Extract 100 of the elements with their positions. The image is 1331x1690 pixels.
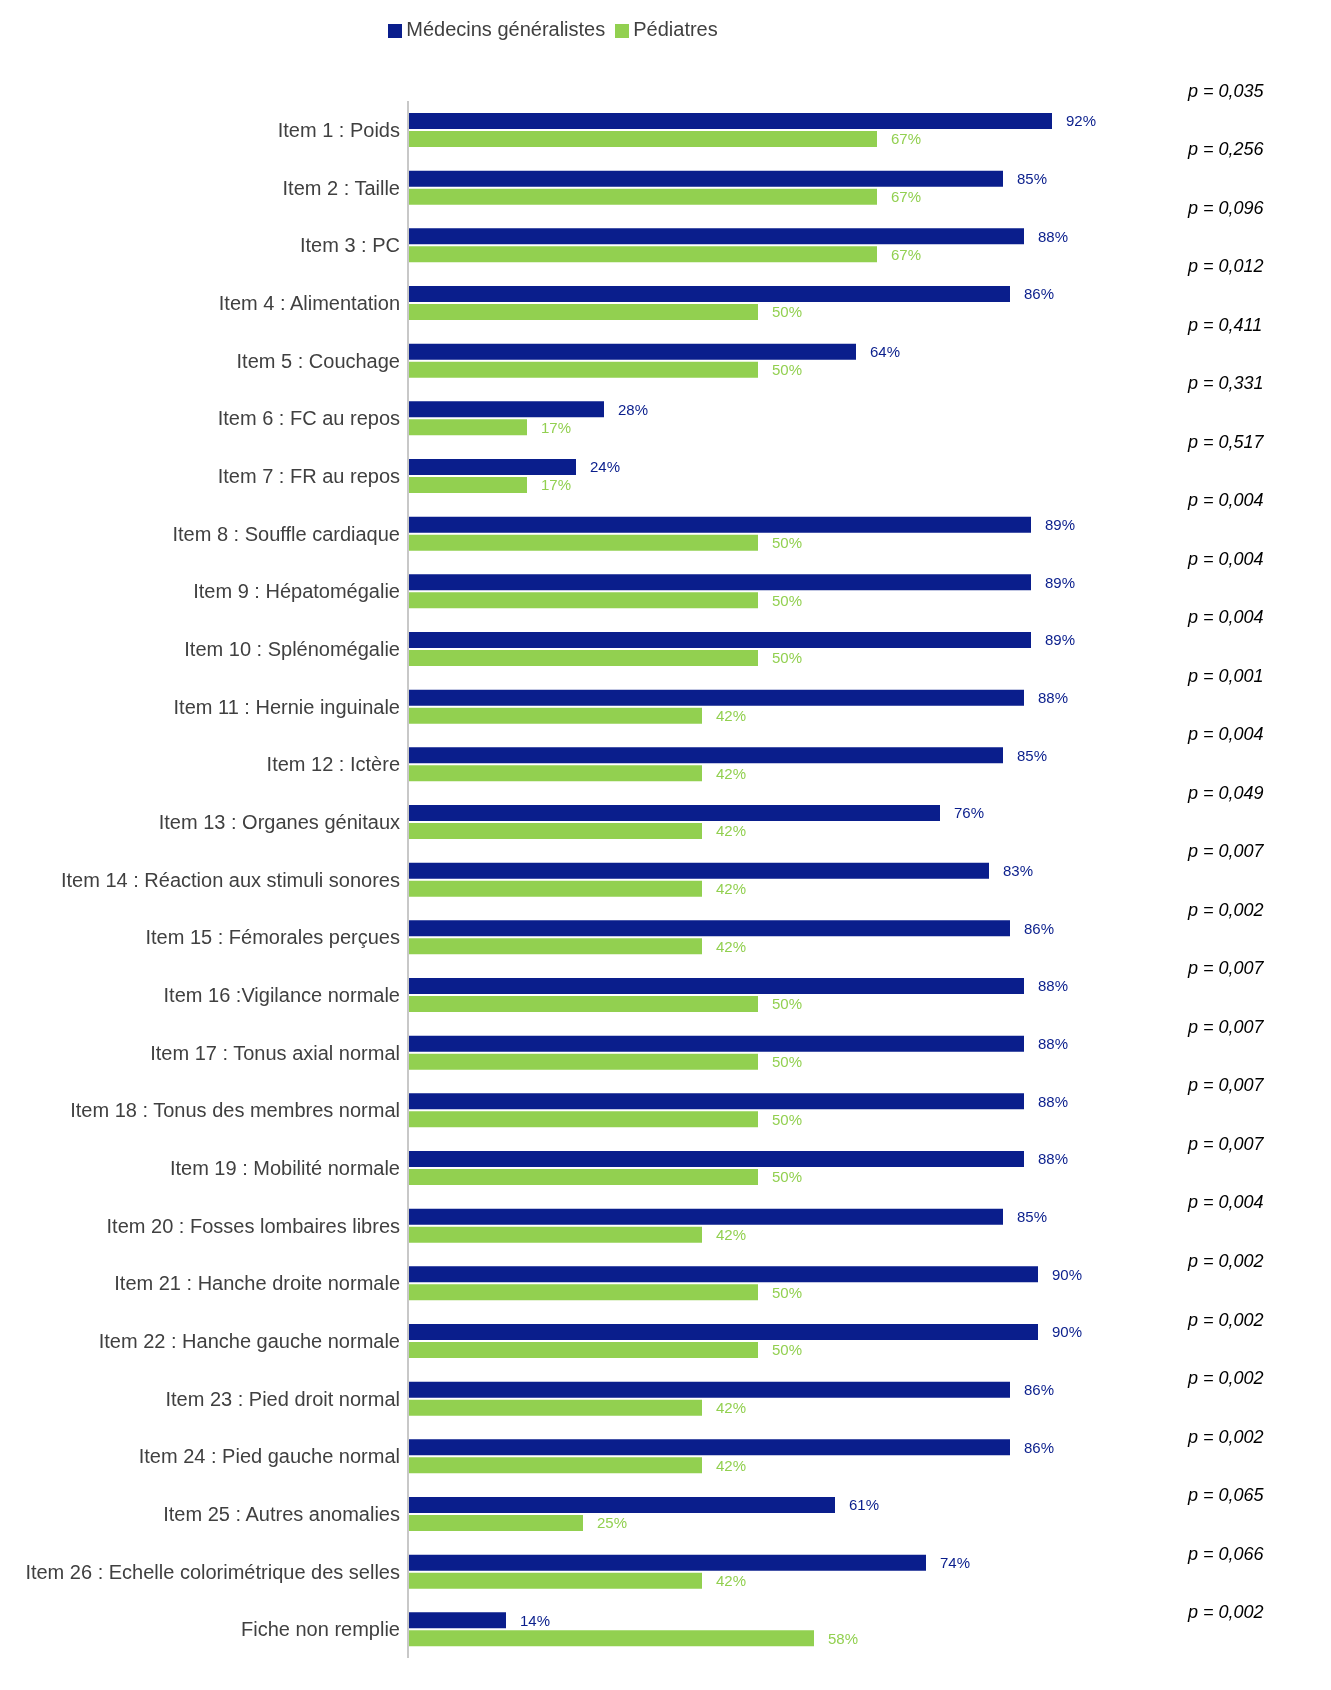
bar (408, 1612, 506, 1629)
data-label: 58% (828, 1629, 859, 1647)
data-label: 67% (891, 130, 922, 148)
bar (408, 361, 758, 378)
bar (408, 477, 527, 493)
text: p = 0,517 (1188, 431, 1264, 453)
bar (408, 862, 989, 879)
text: p = 0,035 (1188, 80, 1264, 102)
bar (408, 1053, 758, 1070)
y-tick-label: Item 7 : FR au repos (217, 464, 400, 487)
bar (408, 1266, 1038, 1283)
bar (408, 823, 702, 839)
text: p = 0,002 (1188, 1368, 1264, 1390)
bar (408, 188, 877, 205)
y-tick-label: Item 23 : Pied droit normal (165, 1387, 400, 1410)
data-label: 83% (1003, 861, 1034, 879)
y-tick-label: Item 26 : Echelle colorimétrique des selles (25, 1560, 400, 1583)
text: p = 0,004 (1188, 724, 1264, 746)
y-tick-label: Fiche non remplie (241, 1618, 400, 1641)
bar (408, 1497, 835, 1513)
y-tick-label: Item 3 : PC (299, 234, 400, 257)
bar (408, 996, 758, 1012)
text: p = 0,096 (1188, 197, 1264, 219)
data-label: 85% (1017, 1207, 1048, 1225)
y-tick-label: Item 21 : Hanche droite normale (114, 1272, 400, 1295)
y-tick-label: Item 15 : Fémorales perçues (145, 926, 400, 949)
bar (408, 1169, 758, 1185)
bar (408, 1226, 702, 1243)
data-label: 50% (772, 1110, 803, 1128)
y-tick-label: Item 4 : Alimentation (218, 291, 400, 314)
bar (408, 1381, 1010, 1398)
data-label: 50% (772, 649, 803, 667)
data-label: 42% (716, 879, 747, 897)
y-tick-label: Item 16 :Vigilance normale (163, 983, 400, 1006)
y-tick-label: Item 11 : Hernie inguinale (173, 695, 400, 718)
bar (408, 1572, 702, 1589)
bar (408, 1515, 583, 1531)
bar (408, 574, 1031, 591)
text: p = 0,007 (1188, 1133, 1264, 1155)
text: p = 0,004 (1188, 607, 1264, 629)
bar (408, 459, 576, 475)
bar (408, 592, 758, 609)
text: p = 0,065 (1188, 1485, 1264, 1507)
text: p = 0,002 (1188, 1426, 1264, 1448)
text: p = 0,004 (1188, 1192, 1264, 1214)
data-label: 89% (1045, 631, 1076, 649)
bar (408, 689, 1024, 706)
text: p = 0,066 (1188, 1543, 1264, 1565)
data-label: 42% (716, 822, 747, 840)
y-tick-label: Item 10 : Splénomégalie (184, 637, 400, 660)
bar (408, 1554, 926, 1571)
y-tick-label: Item 8 : Souffle cardiaque (172, 522, 400, 545)
data-label: 24% (590, 458, 621, 476)
y-tick-label: Item 18 : Tonus des membres normal (70, 1099, 400, 1122)
data-label: 88% (1038, 1092, 1069, 1110)
data-label: 88% (1038, 977, 1069, 995)
data-label: 88% (1038, 1034, 1069, 1052)
bar (408, 1457, 702, 1474)
bar (408, 131, 877, 147)
y-tick-label: Item 20 : Fosses lombaires libres (106, 1214, 400, 1237)
bar (408, 938, 702, 955)
data-label: 42% (716, 764, 747, 782)
bar (408, 286, 1010, 302)
data-label: 42% (716, 706, 747, 724)
bar (408, 920, 1010, 937)
bar (408, 1093, 1024, 1110)
data-label: 17% (541, 418, 572, 436)
text: p = 0,331 (1188, 373, 1264, 395)
y-tick-label: Item 9 : Hépatomégalie (193, 580, 400, 603)
data-label: 17% (541, 476, 572, 494)
data-label: 42% (716, 1225, 747, 1243)
bar (408, 978, 1024, 994)
bar (408, 1151, 1024, 1167)
bar (408, 534, 758, 551)
data-label: 88% (1038, 688, 1069, 706)
data-label: 92% (1066, 112, 1097, 130)
bar (408, 1035, 1024, 1052)
bar (408, 1208, 1003, 1225)
data-label: 50% (772, 303, 803, 321)
bar (408, 401, 604, 418)
text: p = 0,004 (1188, 548, 1264, 570)
bar (408, 880, 702, 897)
data-label: 86% (1024, 285, 1055, 303)
bar (408, 516, 1031, 533)
data-label: 25% (597, 1514, 628, 1532)
bar (408, 170, 1003, 187)
bar (408, 650, 758, 666)
text: p = 0,411 (1188, 314, 1263, 336)
data-label: 42% (716, 1571, 747, 1589)
text: p = 0,012 (1188, 256, 1264, 278)
data-label: 76% (954, 804, 985, 822)
bar (408, 707, 702, 724)
bar (408, 228, 1024, 245)
text: p = 0,007 (1188, 1075, 1264, 1097)
bar (408, 765, 702, 782)
legend-label: Pédiatres (633, 18, 718, 40)
data-label: 50% (772, 1052, 803, 1070)
data-label: 64% (870, 342, 901, 360)
text: p = 0,002 (1188, 1602, 1264, 1624)
bar (408, 113, 1052, 129)
